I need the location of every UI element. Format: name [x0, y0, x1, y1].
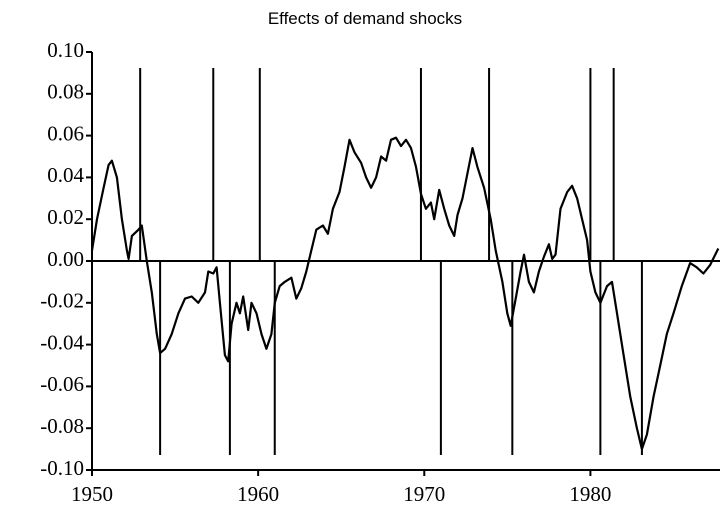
y-tick-label: 0.00 [47, 247, 84, 271]
y-tick-label: -0.08 [40, 414, 84, 438]
data-line [90, 136, 720, 451]
y-tick-label: 0.10 [47, 38, 84, 62]
y-tick-label: 0.04 [47, 163, 84, 187]
x-tick-label: 1970 [403, 482, 445, 506]
y-tick-label: -0.02 [40, 289, 84, 313]
y-tick-label: 0.02 [47, 205, 84, 229]
y-tick-label: -0.06 [40, 372, 84, 396]
y-tick-label: 0.08 [47, 80, 84, 104]
chart-title: Effects of demand shocks [268, 9, 462, 28]
x-tick-label: 1950 [71, 482, 113, 506]
y-tick-label: 0.06 [47, 121, 84, 145]
x-tick-label: 1960 [237, 482, 279, 506]
y-tick-label: -0.10 [40, 456, 84, 480]
y-tick-label: -0.04 [40, 330, 84, 354]
x-tick-label: 1980 [569, 482, 611, 506]
